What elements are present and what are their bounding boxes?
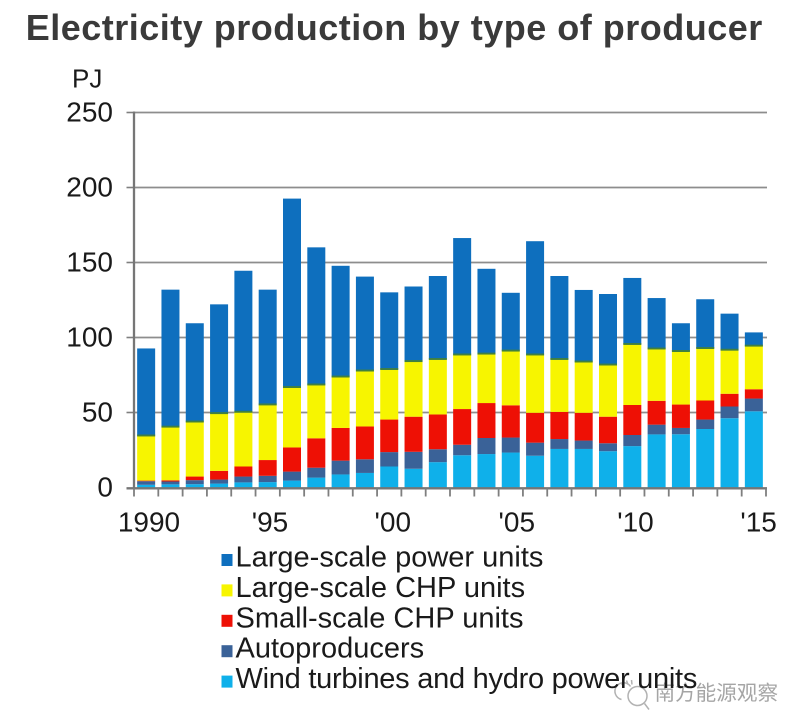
- svg-text:0: 0: [97, 472, 113, 503]
- svg-text:南方能源观察: 南方能源观察: [655, 682, 779, 705]
- svg-text:150: 150: [66, 247, 113, 278]
- svg-text:1990: 1990: [118, 507, 180, 538]
- svg-text:Large-scale CHP units: Large-scale CHP units: [236, 572, 526, 604]
- svg-text:50: 50: [82, 397, 113, 428]
- svg-text:Electricity production by type: Electricity production by type of produc…: [26, 7, 763, 48]
- svg-text:Large-scale power units: Large-scale power units: [236, 542, 544, 574]
- svg-text:Wind turbines and hydro power: Wind turbines and hydro power units: [236, 663, 698, 695]
- svg-text:Autoproducers: Autoproducers: [236, 633, 425, 665]
- svg-text:'00: '00: [375, 507, 412, 538]
- svg-text:100: 100: [66, 322, 113, 353]
- svg-text:Small-scale CHP units: Small-scale CHP units: [236, 602, 524, 634]
- svg-text:'05: '05: [499, 507, 536, 538]
- svg-text:'95: '95: [252, 507, 289, 538]
- svg-text:250: 250: [66, 97, 113, 128]
- svg-text:'15: '15: [740, 507, 777, 538]
- svg-text:PJ: PJ: [72, 64, 102, 94]
- svg-text:200: 200: [66, 172, 113, 203]
- svg-text:'10: '10: [617, 507, 654, 538]
